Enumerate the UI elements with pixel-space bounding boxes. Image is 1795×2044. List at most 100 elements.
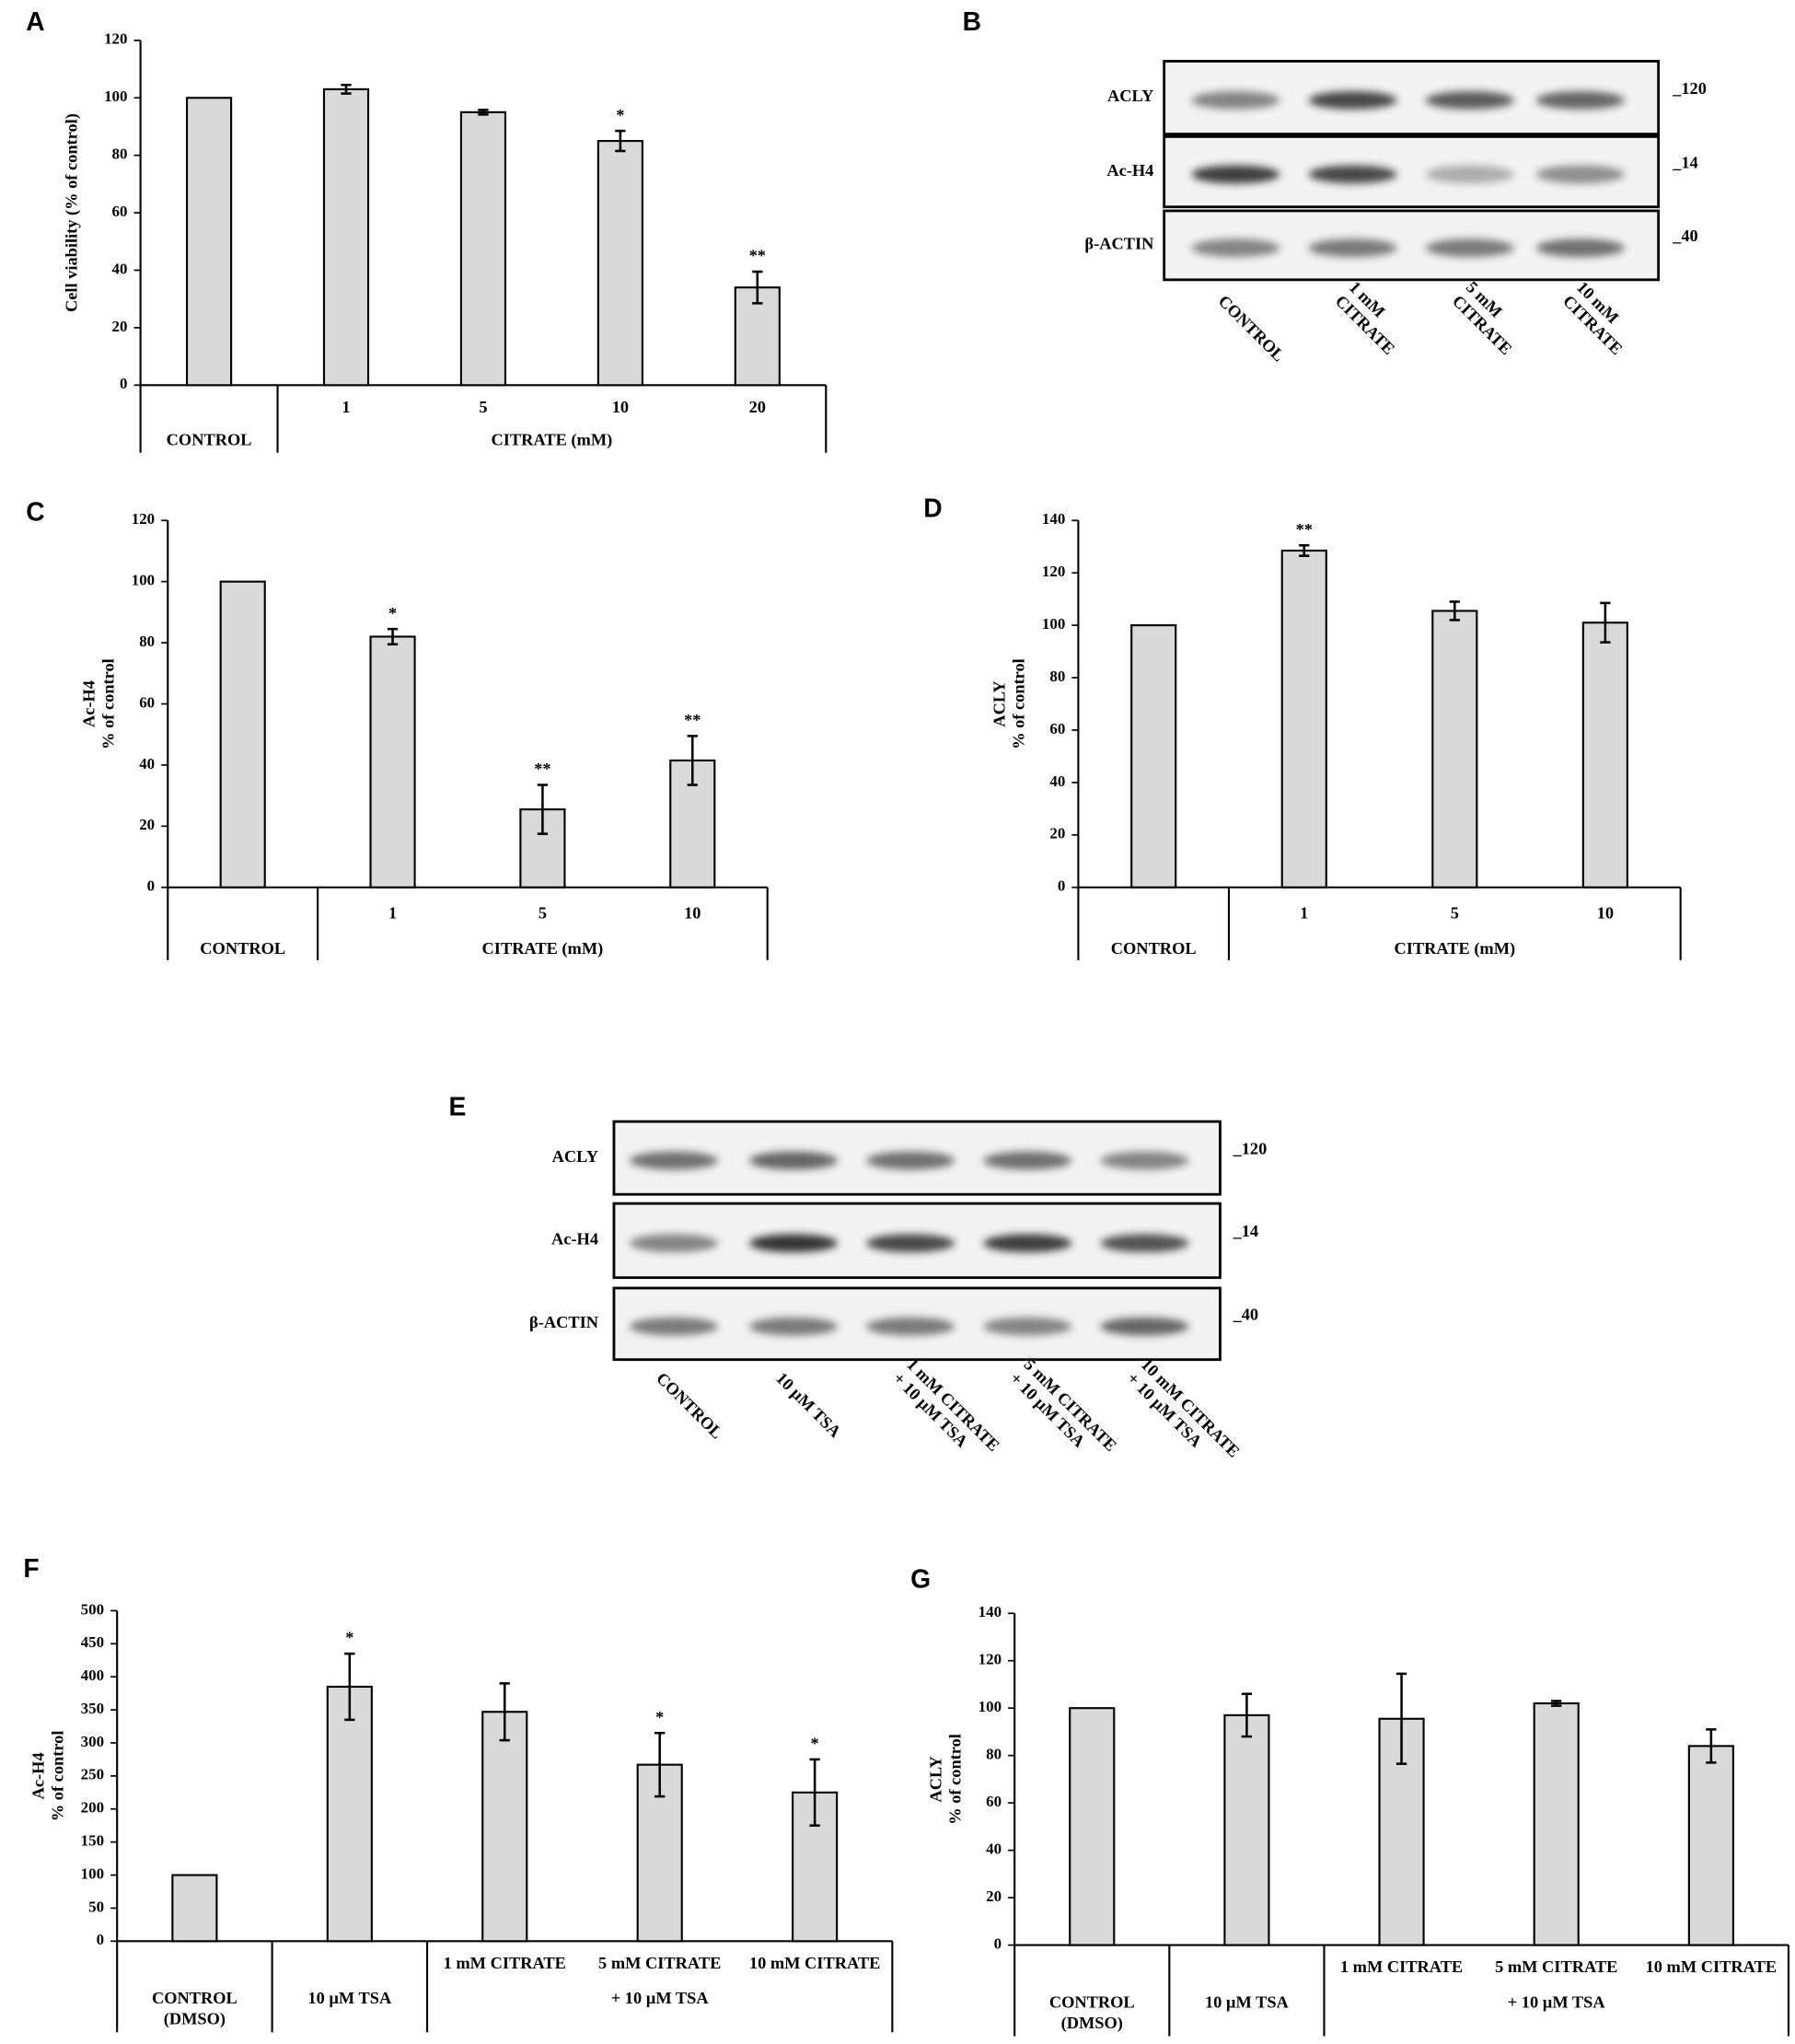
bar	[322, 87, 370, 387]
y-tick-label: 120	[132, 510, 155, 528]
error-bar	[478, 109, 489, 116]
blot-band	[1191, 90, 1280, 110]
blot-lane-label: 10 µM TSA	[772, 1369, 845, 1442]
blot-row-label: ACLY	[552, 1147, 598, 1166]
blot-band	[1425, 90, 1514, 110]
panel-letter: G	[910, 1563, 931, 1593]
blot-band	[1535, 165, 1625, 184]
panel-letter: B	[963, 6, 981, 36]
x-tick-label: (DMSO)	[164, 2010, 226, 2029]
significance-label: *	[388, 604, 397, 622]
error-bar	[809, 1758, 820, 1827]
group-label: + 10 µM TSA	[611, 1989, 710, 2007]
blot-row-label: ACLY	[1107, 87, 1153, 105]
blot-marker: _14	[1233, 1222, 1259, 1240]
blot-marker: _120	[1672, 79, 1707, 98]
y-tick-label: 400	[81, 1667, 104, 1684]
y-tick-label: 20	[139, 816, 155, 833]
blot-band	[629, 1151, 718, 1170]
y-tick-label: 0	[994, 1934, 1002, 1952]
error-bar	[1395, 1672, 1407, 1765]
blot-band	[983, 1234, 1072, 1253]
y-tick-label: 500	[81, 1600, 104, 1618]
blot-band	[629, 1234, 718, 1253]
blot-marker: _40	[1672, 226, 1698, 245]
x-tick-label: 10	[684, 904, 701, 923]
y-tick-label: 80	[139, 633, 155, 650]
blot-lane-label: CONTROL	[1215, 292, 1289, 366]
x-tick-label: 5 mM CITRATE	[1495, 1957, 1617, 1976]
y-axis-label: ACLY	[926, 1756, 944, 1802]
x-tick-label: 10	[612, 398, 629, 416]
bar	[1280, 549, 1327, 888]
y-tick-label: 40	[1049, 772, 1065, 790]
blot-marker: _14	[1672, 153, 1698, 171]
error-bar	[499, 1682, 510, 1742]
blot-band	[866, 1234, 955, 1253]
y-tick-label: 350	[81, 1700, 104, 1717]
y-tick-label: 100	[81, 1864, 104, 1882]
y-axis-label: Ac-H4	[29, 1752, 47, 1799]
significance-label: *	[345, 1629, 353, 1647]
blot-row-label: Ac-H4	[551, 1230, 598, 1248]
group-label: CITRATE (mM)	[482, 939, 604, 958]
blot-band	[748, 1151, 838, 1170]
x-tick-label: 5	[479, 398, 487, 416]
y-tick-label: 0	[1058, 877, 1065, 895]
y-tick-label: 100	[1042, 615, 1065, 633]
y-axis-label: % of control	[99, 658, 118, 749]
error-bar	[341, 83, 352, 95]
y-axis-label: % of control	[1010, 658, 1028, 749]
y-tick-label: 40	[112, 260, 128, 277]
error-bar	[1600, 601, 1611, 644]
bar	[481, 1711, 528, 1943]
bar	[1069, 1707, 1116, 1946]
bar	[1687, 1745, 1734, 1946]
blot-marker: _40	[1233, 1306, 1259, 1324]
error-bar	[1299, 544, 1310, 557]
y-tick-label: 60	[1049, 720, 1065, 737]
bar	[185, 97, 233, 387]
blot-band	[983, 1151, 1072, 1170]
blot-band	[1308, 90, 1397, 110]
significance-label: **	[749, 247, 766, 265]
blot-row-label: β-ACTIN	[529, 1313, 599, 1331]
bar	[326, 1685, 373, 1943]
y-tick-label: 100	[104, 87, 127, 105]
panel-letter: D	[923, 493, 942, 522]
y-tick-label: 0	[147, 877, 155, 895]
error-bar	[654, 1731, 666, 1798]
y-tick-label: 60	[139, 693, 155, 711]
y-axis-label: Ac-H4	[79, 680, 98, 727]
y-axis-label: % of control	[49, 1731, 67, 1822]
error-bar	[687, 735, 698, 786]
panel-letter: F	[23, 1553, 39, 1583]
x-tick-label: 1 mM CITRATE	[1340, 1957, 1463, 1976]
blot-band	[983, 1317, 1072, 1336]
significance-label: **	[534, 760, 550, 778]
x-tick-label: 10 mM CITRATE	[1646, 1957, 1777, 1976]
bar	[219, 580, 266, 888]
bar	[171, 1874, 218, 1943]
y-axis-label: % of control	[946, 1734, 965, 1825]
error-bar	[344, 1652, 355, 1722]
bar	[369, 635, 416, 888]
blot-band	[1425, 238, 1514, 258]
significance-label: *	[655, 1708, 664, 1726]
x-tick-label: (DMSO)	[1061, 2014, 1123, 2033]
y-tick-label: 120	[979, 1651, 1002, 1668]
x-tick-label: 1	[342, 398, 350, 416]
y-tick-label: 40	[139, 755, 155, 772]
x-tick-label: 5	[1451, 904, 1459, 923]
error-bar	[615, 129, 626, 153]
bar	[1581, 621, 1628, 888]
bar	[459, 110, 507, 387]
bar	[1533, 1701, 1580, 1946]
y-tick-label: 80	[986, 1746, 1002, 1763]
y-axis-label: ACLY	[990, 680, 1009, 726]
y-axis-label: Cell viability (% of control)	[62, 113, 81, 312]
y-tick-label: 450	[81, 1633, 104, 1651]
y-tick-label: 300	[81, 1733, 104, 1750]
error-bar	[537, 784, 549, 835]
